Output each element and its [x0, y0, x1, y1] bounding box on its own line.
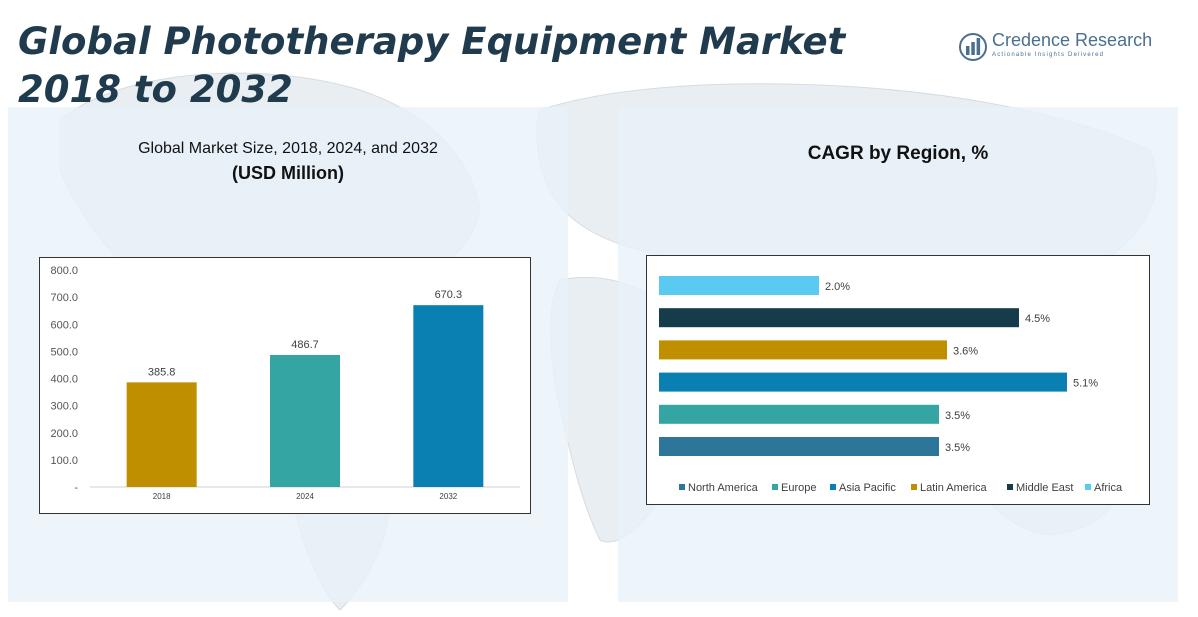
y-tick-label: 100.0 [50, 455, 78, 467]
bar-value-label: 486.7 [291, 339, 319, 351]
x-tick-label: 2032 [439, 492, 457, 501]
bar-asia-pacific [659, 372, 1067, 392]
market-size-unit: (USD Million) [232, 163, 344, 183]
y-tick-label: 800.0 [50, 265, 78, 277]
bar-2018 [126, 382, 197, 487]
legend-swatch-asia-pacific [830, 484, 836, 490]
bar-2024 [270, 354, 340, 487]
y-tick-label: 300.0 [50, 401, 78, 413]
logo-name: Credence Research [992, 30, 1153, 50]
bar-value-label: 5.1% [1073, 378, 1098, 390]
y-tick-label: 200.0 [50, 428, 78, 440]
legend-swatch-latin-america [911, 484, 917, 490]
bar-latin-america [659, 340, 947, 360]
legend-label: Latin America [920, 482, 988, 494]
legend-label: North America [688, 482, 759, 494]
legend-label: Asia Pacific [839, 482, 896, 494]
bar-value-label: 2.0% [825, 281, 850, 293]
bar-value-label: 3.5% [945, 442, 970, 454]
legend-swatch-middle-east [1007, 484, 1013, 490]
company-logo: Credence Research Actionable Insights De… [958, 30, 1158, 64]
market-size-title: Global Market Size, 2018, 2024, and 2032 [138, 140, 438, 157]
bar-middle-east [659, 308, 1019, 328]
bar-value-label: 3.5% [945, 410, 970, 422]
y-tick-label: 400.0 [50, 374, 78, 386]
legend-swatch-europe [772, 484, 778, 490]
x-tick-label: 2024 [296, 492, 314, 501]
legend-label: Middle East [1016, 482, 1073, 494]
market-size-chart-frame: - 100.0 200.0 300.0 400.0 500.0 600.0 700.0 800.… [39, 257, 531, 514]
cagr-bar-chart: 2.0% 4.5% 3.6% 5.1% 3.5% 3.5% North America Eur… [659, 276, 1123, 494]
bar-chart-logo-icon [959, 33, 987, 61]
bar-2032 [413, 305, 484, 487]
bar-europe [659, 404, 939, 424]
legend-swatch-africa [1085, 484, 1091, 490]
y-tick-label: 600.0 [50, 319, 78, 331]
bar-value-label: 670.3 [435, 289, 463, 301]
bar-north-america [659, 437, 939, 456]
legend-label: Africa [1094, 482, 1123, 494]
bar-value-label: 4.5% [1025, 313, 1050, 325]
cagr-chart-frame: 2.0% 4.5% 3.6% 5.1% 3.5% 3.5% North America Eur… [646, 255, 1150, 505]
y-tick-label: 500.0 [50, 346, 78, 358]
x-tick-label: 2018 [153, 492, 171, 501]
bar-africa [659, 276, 819, 295]
y-tick-label: 700.0 [50, 292, 78, 304]
page-title: Global Phototherapy Equipment Market 201… [18, 20, 846, 111]
market-size-panel: Global Market Size, 2018, 2024, and 2032… [8, 107, 568, 602]
bar-value-label: 3.6% [953, 345, 978, 357]
cagr-title: CAGR by Region, % [807, 143, 989, 164]
market-size-bar-chart: - 100.0 200.0 300.0 400.0 500.0 600.0 700.0 800.… [50, 265, 520, 501]
y-tick-label: - [74, 482, 78, 494]
legend-label: Europe [781, 482, 816, 494]
legend-swatch-north-america [679, 484, 685, 490]
bar-value-label: 385.8 [148, 366, 176, 378]
logo-tagline: Actionable Insights Delivered [992, 52, 1105, 58]
cagr-panel: CAGR by Region, % 2.0% 4.5% 3.6% 5.1% 3.5% 3.… [618, 107, 1178, 602]
